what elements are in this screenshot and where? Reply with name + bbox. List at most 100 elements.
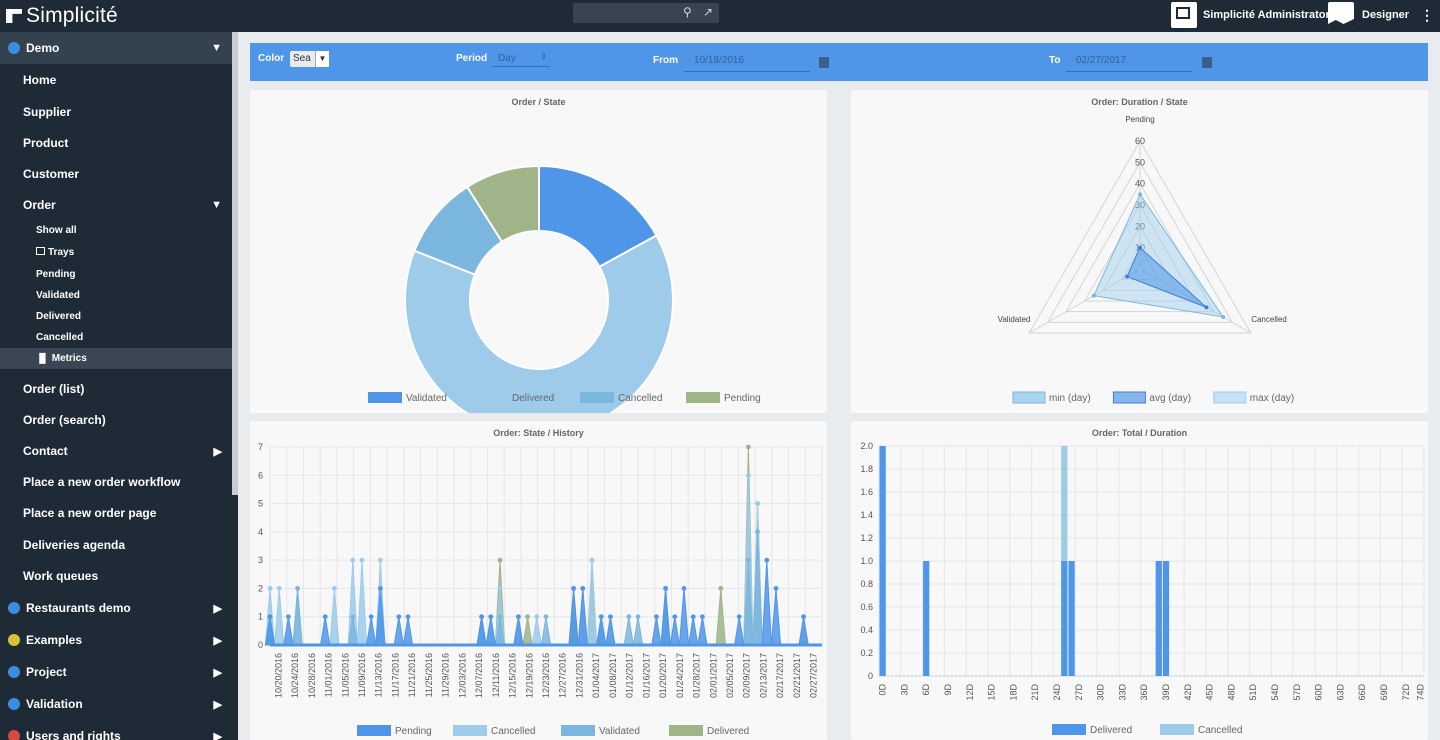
sidebar-item-work-queues[interactable]: Work queues (0, 564, 232, 588)
radar-series-0[interactable] (1135, 263, 1145, 272)
area-point-pending[interactable] (322, 614, 328, 620)
area-point-cancelled[interactable] (755, 501, 760, 506)
area-point-pending[interactable] (773, 586, 779, 591)
area-point-validated[interactable] (746, 557, 751, 563)
area-point-pending[interactable] (672, 614, 678, 620)
area-point-cancelled[interactable] (267, 586, 273, 591)
area-peak-cancelled[interactable] (531, 616, 542, 646)
bar-delivered[interactable] (879, 446, 886, 676)
app-logo[interactable]: Simplicité (6, 4, 118, 28)
donut-slice-pending[interactable] (465, 164, 540, 244)
area-point-validated[interactable] (635, 614, 641, 620)
role-menu[interactable]: Designer (1328, 2, 1409, 28)
radar-point[interactable] (1125, 274, 1130, 279)
area-point-delivered[interactable] (746, 444, 751, 450)
area-peak-pending[interactable] (320, 616, 331, 646)
area-point-pending[interactable] (405, 614, 411, 620)
sidebar-module-validation[interactable]: Validation ▶ (0, 692, 232, 716)
period-select[interactable]: Day ⇕ (492, 51, 550, 67)
sidebar-subitem-metrics[interactable]: ▐▌ Metrics (0, 348, 232, 369)
bar-delivered[interactable] (1061, 561, 1068, 676)
area-peak-pending[interactable] (798, 616, 809, 646)
area-point-pending[interactable] (378, 586, 383, 591)
area-peak-pending[interactable] (476, 616, 487, 646)
area-peak-pending[interactable] (734, 616, 745, 646)
area-point-validated[interactable] (543, 614, 549, 620)
sidebar-scrollbar[interactable] (232, 32, 238, 495)
sidebar-subitem-show-all[interactable]: Show all (36, 225, 77, 236)
area-peak-pending[interactable] (605, 616, 616, 646)
area-point-validated[interactable] (497, 614, 503, 620)
sidebar-item-place-a-new-order-workflow[interactable]: Place a new order workflow (0, 470, 232, 494)
sidebar-module-examples[interactable]: Examples ▶ (0, 628, 232, 652)
area-point-pending[interactable] (479, 614, 484, 620)
sidebar-subitem-trays[interactable]: Trays (36, 247, 74, 258)
area-point-pending[interactable] (267, 614, 273, 620)
area-point-validated[interactable] (350, 614, 356, 620)
area-point-validated[interactable] (626, 614, 632, 620)
search-icon[interactable]: ⚲ (683, 5, 692, 19)
sidebar-subitem-validated[interactable]: Validated (36, 290, 80, 301)
radar-point[interactable] (1091, 293, 1096, 298)
sidebar-item-customer[interactable]: Customer (0, 162, 232, 186)
bar-delivered[interactable] (1068, 561, 1075, 676)
area-point-delivered[interactable] (525, 614, 530, 620)
area-point-cancelled[interactable] (534, 614, 540, 620)
open-external-icon[interactable]: ↗ (703, 5, 714, 19)
sidebar-item-product[interactable]: Product (0, 131, 232, 155)
radar-point[interactable] (1138, 192, 1142, 197)
sidebar-item-home[interactable]: Home (0, 68, 232, 92)
radar-point[interactable] (1138, 245, 1142, 250)
area-peak-pending[interactable] (697, 616, 708, 646)
area-point-pending[interactable] (736, 614, 742, 620)
area-point-cancelled[interactable] (497, 586, 503, 591)
bar-delivered[interactable] (923, 561, 930, 676)
area-point-pending[interactable] (801, 614, 806, 620)
area-point-cancelled[interactable] (378, 557, 383, 563)
bar-delivered[interactable] (1155, 561, 1162, 676)
area-point-pending[interactable] (368, 614, 374, 620)
user-menu[interactable]: Simplicité Administrator (1171, 2, 1330, 28)
to-date-input[interactable]: 02/27/2017 (1066, 55, 1192, 72)
sidebar-item-deliveries-agenda[interactable]: Deliveries agenda (0, 533, 232, 557)
radar-point[interactable] (1221, 315, 1226, 319)
calendar-icon[interactable] (819, 57, 829, 68)
area-point-validated[interactable] (295, 586, 300, 591)
area-peak-validated[interactable] (540, 616, 552, 646)
area-peak-delivered[interactable] (522, 616, 533, 646)
area-peak-validated[interactable] (632, 616, 644, 646)
area-point-pending[interactable] (700, 614, 705, 620)
radar-point[interactable] (1141, 269, 1146, 274)
area-point-pending[interactable] (608, 614, 613, 620)
area-peak-pending[interactable] (402, 616, 414, 646)
sidebar-module-project[interactable]: Project ▶ (0, 660, 232, 684)
sidebar-item-order-search[interactable]: Order (search) (0, 408, 232, 432)
area-point-pending[interactable] (764, 557, 770, 563)
radar-series-2[interactable] (1093, 193, 1225, 318)
area-point-cancelled[interactable] (350, 557, 356, 563)
area-point-cancelled[interactable] (746, 472, 751, 478)
radar-point[interactable] (1138, 262, 1142, 267)
calendar-icon[interactable] (1202, 57, 1212, 68)
sidebar-module-restaurants-demo[interactable]: Restaurants demo ▶ (0, 596, 232, 620)
area-peak-cancelled[interactable] (586, 560, 598, 646)
radar-series-1[interactable] (1126, 246, 1207, 308)
area-point-pending[interactable] (654, 614, 659, 620)
sidebar-subitem-cancelled[interactable]: Cancelled (36, 332, 83, 343)
bar-cancelled[interactable] (1061, 446, 1068, 561)
area-point-delivered[interactable] (718, 586, 724, 591)
area-point-pending[interactable] (571, 586, 576, 591)
area-point-cancelled[interactable] (332, 586, 337, 591)
more-menu-icon[interactable]: ⋮ (1420, 7, 1434, 23)
area-peak-pending[interactable] (651, 616, 662, 646)
sidebar-subitem-pending[interactable]: Pending (36, 269, 75, 280)
area-peak-cancelled[interactable] (356, 560, 368, 646)
area-peak-pending[interactable] (366, 616, 377, 646)
donut-slice-delivered[interactable] (404, 234, 674, 413)
area-point-pending[interactable] (690, 614, 696, 620)
sidebar-subitem-delivered[interactable]: Delivered (36, 311, 81, 322)
search-box[interactable]: ⚲ ↗ (573, 3, 719, 23)
bar-delivered[interactable] (1162, 561, 1170, 676)
area-point-delivered[interactable] (497, 557, 503, 563)
radar-point[interactable] (1204, 305, 1209, 310)
